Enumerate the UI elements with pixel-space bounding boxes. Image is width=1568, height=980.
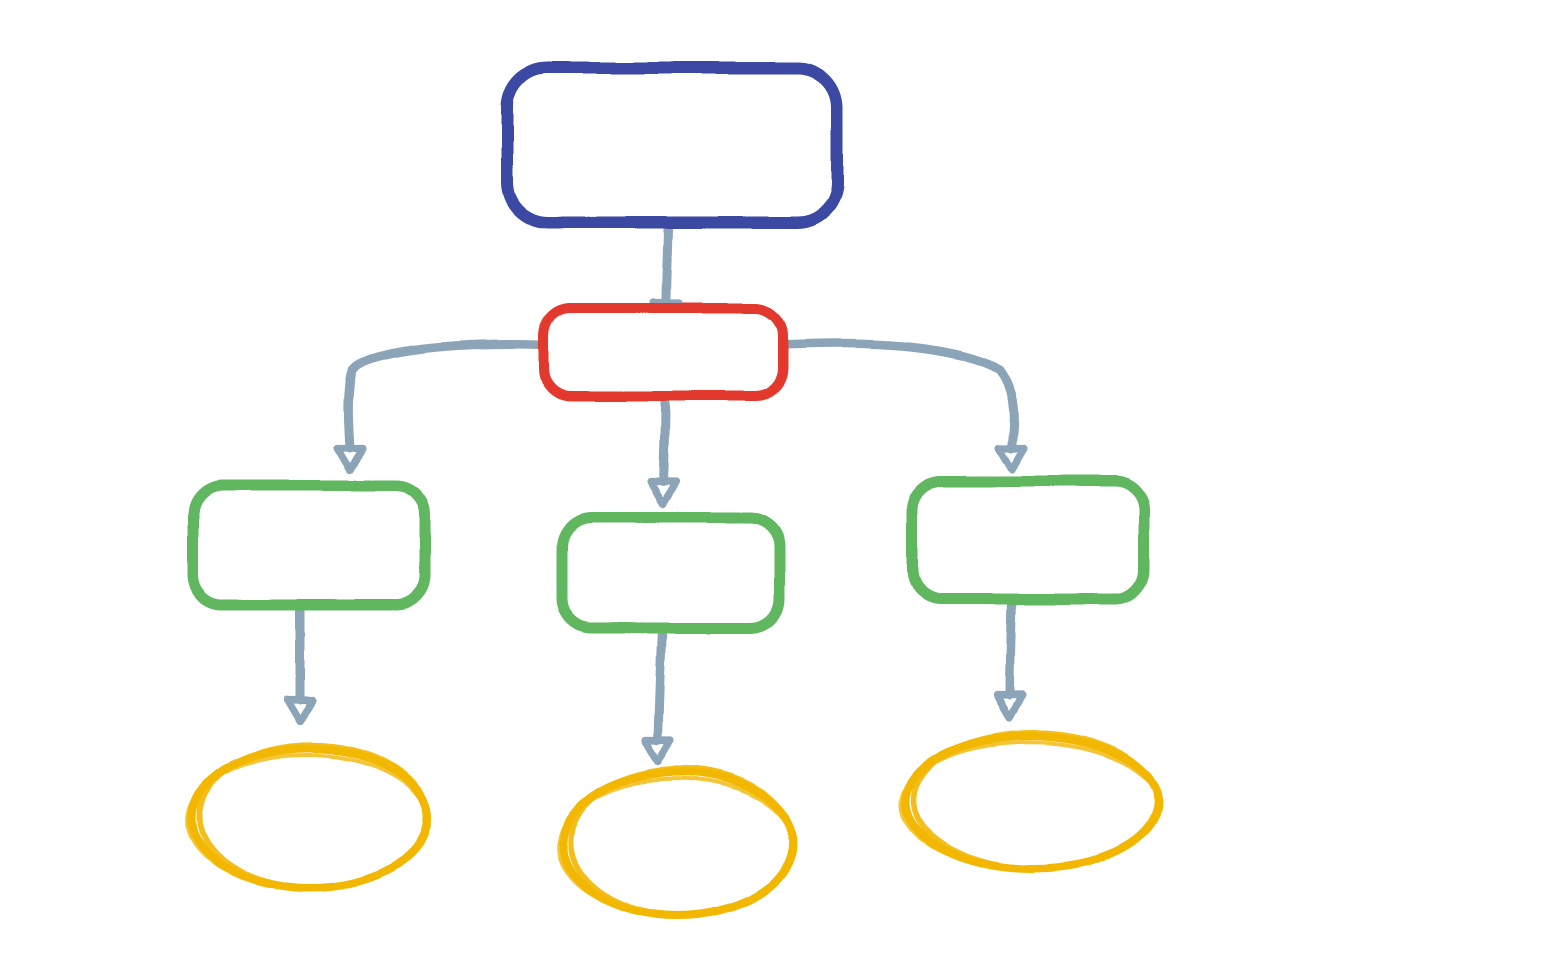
- flowchart-canvas: [0, 0, 1568, 980]
- edge: [645, 630, 671, 762]
- node-g1: [193, 483, 425, 606]
- node-root: [507, 66, 837, 224]
- edge: [788, 344, 1025, 470]
- edge: [997, 602, 1023, 717]
- node-y2: [559, 769, 794, 916]
- edge: [287, 608, 313, 722]
- node-g2: [562, 516, 780, 629]
- node-y1: [188, 745, 429, 888]
- edge: [650, 398, 676, 504]
- node-g3: [912, 479, 1144, 600]
- node-y3: [901, 733, 1158, 868]
- edge: [337, 345, 540, 470]
- node-mid: [543, 306, 783, 397]
